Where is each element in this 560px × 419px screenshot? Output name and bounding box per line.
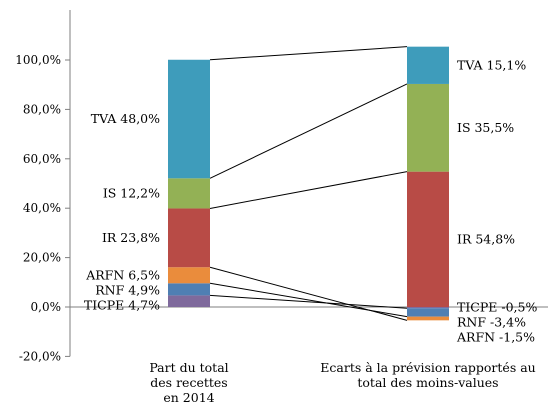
category-label-line: en 2014 <box>163 390 214 405</box>
segment-label-is-2: IS 35,5% <box>457 120 514 135</box>
bar-segment-arfn-1 <box>168 267 210 284</box>
segment-label-ticpe-1: TICPE 4,7% <box>84 297 160 312</box>
category-label-line: Ecarts à la prévision rapportés au <box>320 360 535 375</box>
bar-segment-is-2 <box>407 83 449 172</box>
segment-label-ir-2: IR 54,8% <box>457 231 515 246</box>
bar-segment-tva-1 <box>168 59 210 179</box>
bar-segment-rnf-2 <box>407 308 449 317</box>
bar-segment-arfn-2 <box>407 316 449 321</box>
segment-label-rnf-2: RNF -3,4% <box>457 315 526 330</box>
bar-segment-is-1 <box>168 178 210 209</box>
segment-label-ir-1: IR 23,8% <box>102 230 160 245</box>
segment-label-tva-1: TVA 48,0% <box>91 111 160 126</box>
y-tick-label: 80,0% <box>23 102 61 116</box>
bar-segment-tva-2 <box>407 46 449 84</box>
category-label-line: Part du total <box>149 360 228 375</box>
connector-line-is <box>209 83 408 179</box>
segment-label-arfn-1: ARFN 6,5% <box>85 267 160 282</box>
bars <box>168 46 449 321</box>
y-tick-label: 100,0% <box>15 53 61 67</box>
category-label-line: total des moins-values <box>357 375 498 390</box>
bar-segment-rnf-1 <box>168 283 210 296</box>
connector-line-ticpe <box>209 294 408 309</box>
segment-label-tva-2: TVA 15,1% <box>457 57 526 72</box>
connector-line-ir <box>209 171 408 209</box>
y-tick-label: 40,0% <box>23 201 61 215</box>
y-tick-label: 20,0% <box>23 251 61 265</box>
bar-segment-ir-1 <box>168 208 210 268</box>
segment-label-ticpe-2: TICPE -0,5% <box>457 300 537 315</box>
axes: -20,0% 0,0% 20,0% 40,0% 60,0% 80,0% 100,0% <box>15 10 548 363</box>
connector-line-rnf <box>209 282 408 318</box>
segment-label-arfn-2: ARFN -1,5% <box>456 330 535 345</box>
connector-line-arfn <box>209 266 408 321</box>
bar-segment-ir-2 <box>407 171 449 307</box>
y-tick-label: 60,0% <box>23 152 61 166</box>
bar-segment-ticpe-1 <box>168 295 210 307</box>
y-tick-label: -20,0% <box>19 349 61 363</box>
segment-label-is-1: IS 12,2% <box>103 185 160 200</box>
y-tick-label: 0,0% <box>31 300 62 314</box>
segment-labels: TICPE 4,7%RNF 4,9%ARFN 6,5% IR 23,8% IS 12… <box>84 57 538 344</box>
bar-segment-ticpe-2 <box>407 307 449 309</box>
segment-label-rnf-1: RNF 4,9% <box>95 282 160 297</box>
connector-lines <box>209 46 408 321</box>
connector-line-tva <box>209 46 408 61</box>
category-label-line: des recettes <box>150 375 227 390</box>
